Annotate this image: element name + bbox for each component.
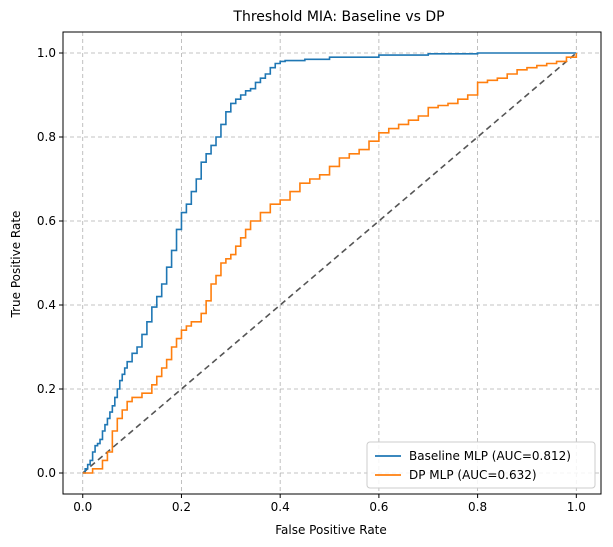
y-tick-label: 0.2 <box>37 382 56 396</box>
legend-entry: DP MLP (AUC=0.632) <box>409 468 537 482</box>
legend: Baseline MLP (AUC=0.812) DP MLP (AUC=0.63… <box>366 441 596 489</box>
x-tick-label: 0.6 <box>369 500 388 514</box>
dp-roc-line <box>82 53 578 474</box>
plot-frame <box>62 31 602 495</box>
reference-diagonal <box>82 52 577 474</box>
baseline-roc-line <box>82 52 577 474</box>
series-lines <box>82 52 578 474</box>
legend-box <box>366 441 596 489</box>
x-tick-label: 0.4 <box>271 500 290 514</box>
x-tick-label: 0.8 <box>468 500 487 514</box>
legend-entry: Baseline MLP (AUC=0.812) <box>409 449 571 463</box>
x-tick-label: 1.0 <box>567 500 586 514</box>
y-tick-label: 1.0 <box>37 46 56 60</box>
axis-ticks: 0.0 0.2 0.4 0.6 0.8 1.0 0.0 0.2 0.4 0.6 0.8 1.0 <box>37 46 586 514</box>
y-axis-label: True Positive Rate <box>9 211 23 319</box>
y-tick-label: 0.6 <box>37 214 56 228</box>
y-tick-label: 0.0 <box>37 466 56 480</box>
chart-title: Threshold MIA: Baseline vs DP <box>232 9 444 25</box>
x-tick-label: 0.2 <box>172 500 191 514</box>
y-tick-label: 0.4 <box>37 298 56 312</box>
chance-line <box>82 52 577 474</box>
y-tick-label: 0.8 <box>37 130 56 144</box>
x-axis-label: False Positive Rate <box>275 523 387 537</box>
x-tick-label: 0.0 <box>73 500 92 514</box>
